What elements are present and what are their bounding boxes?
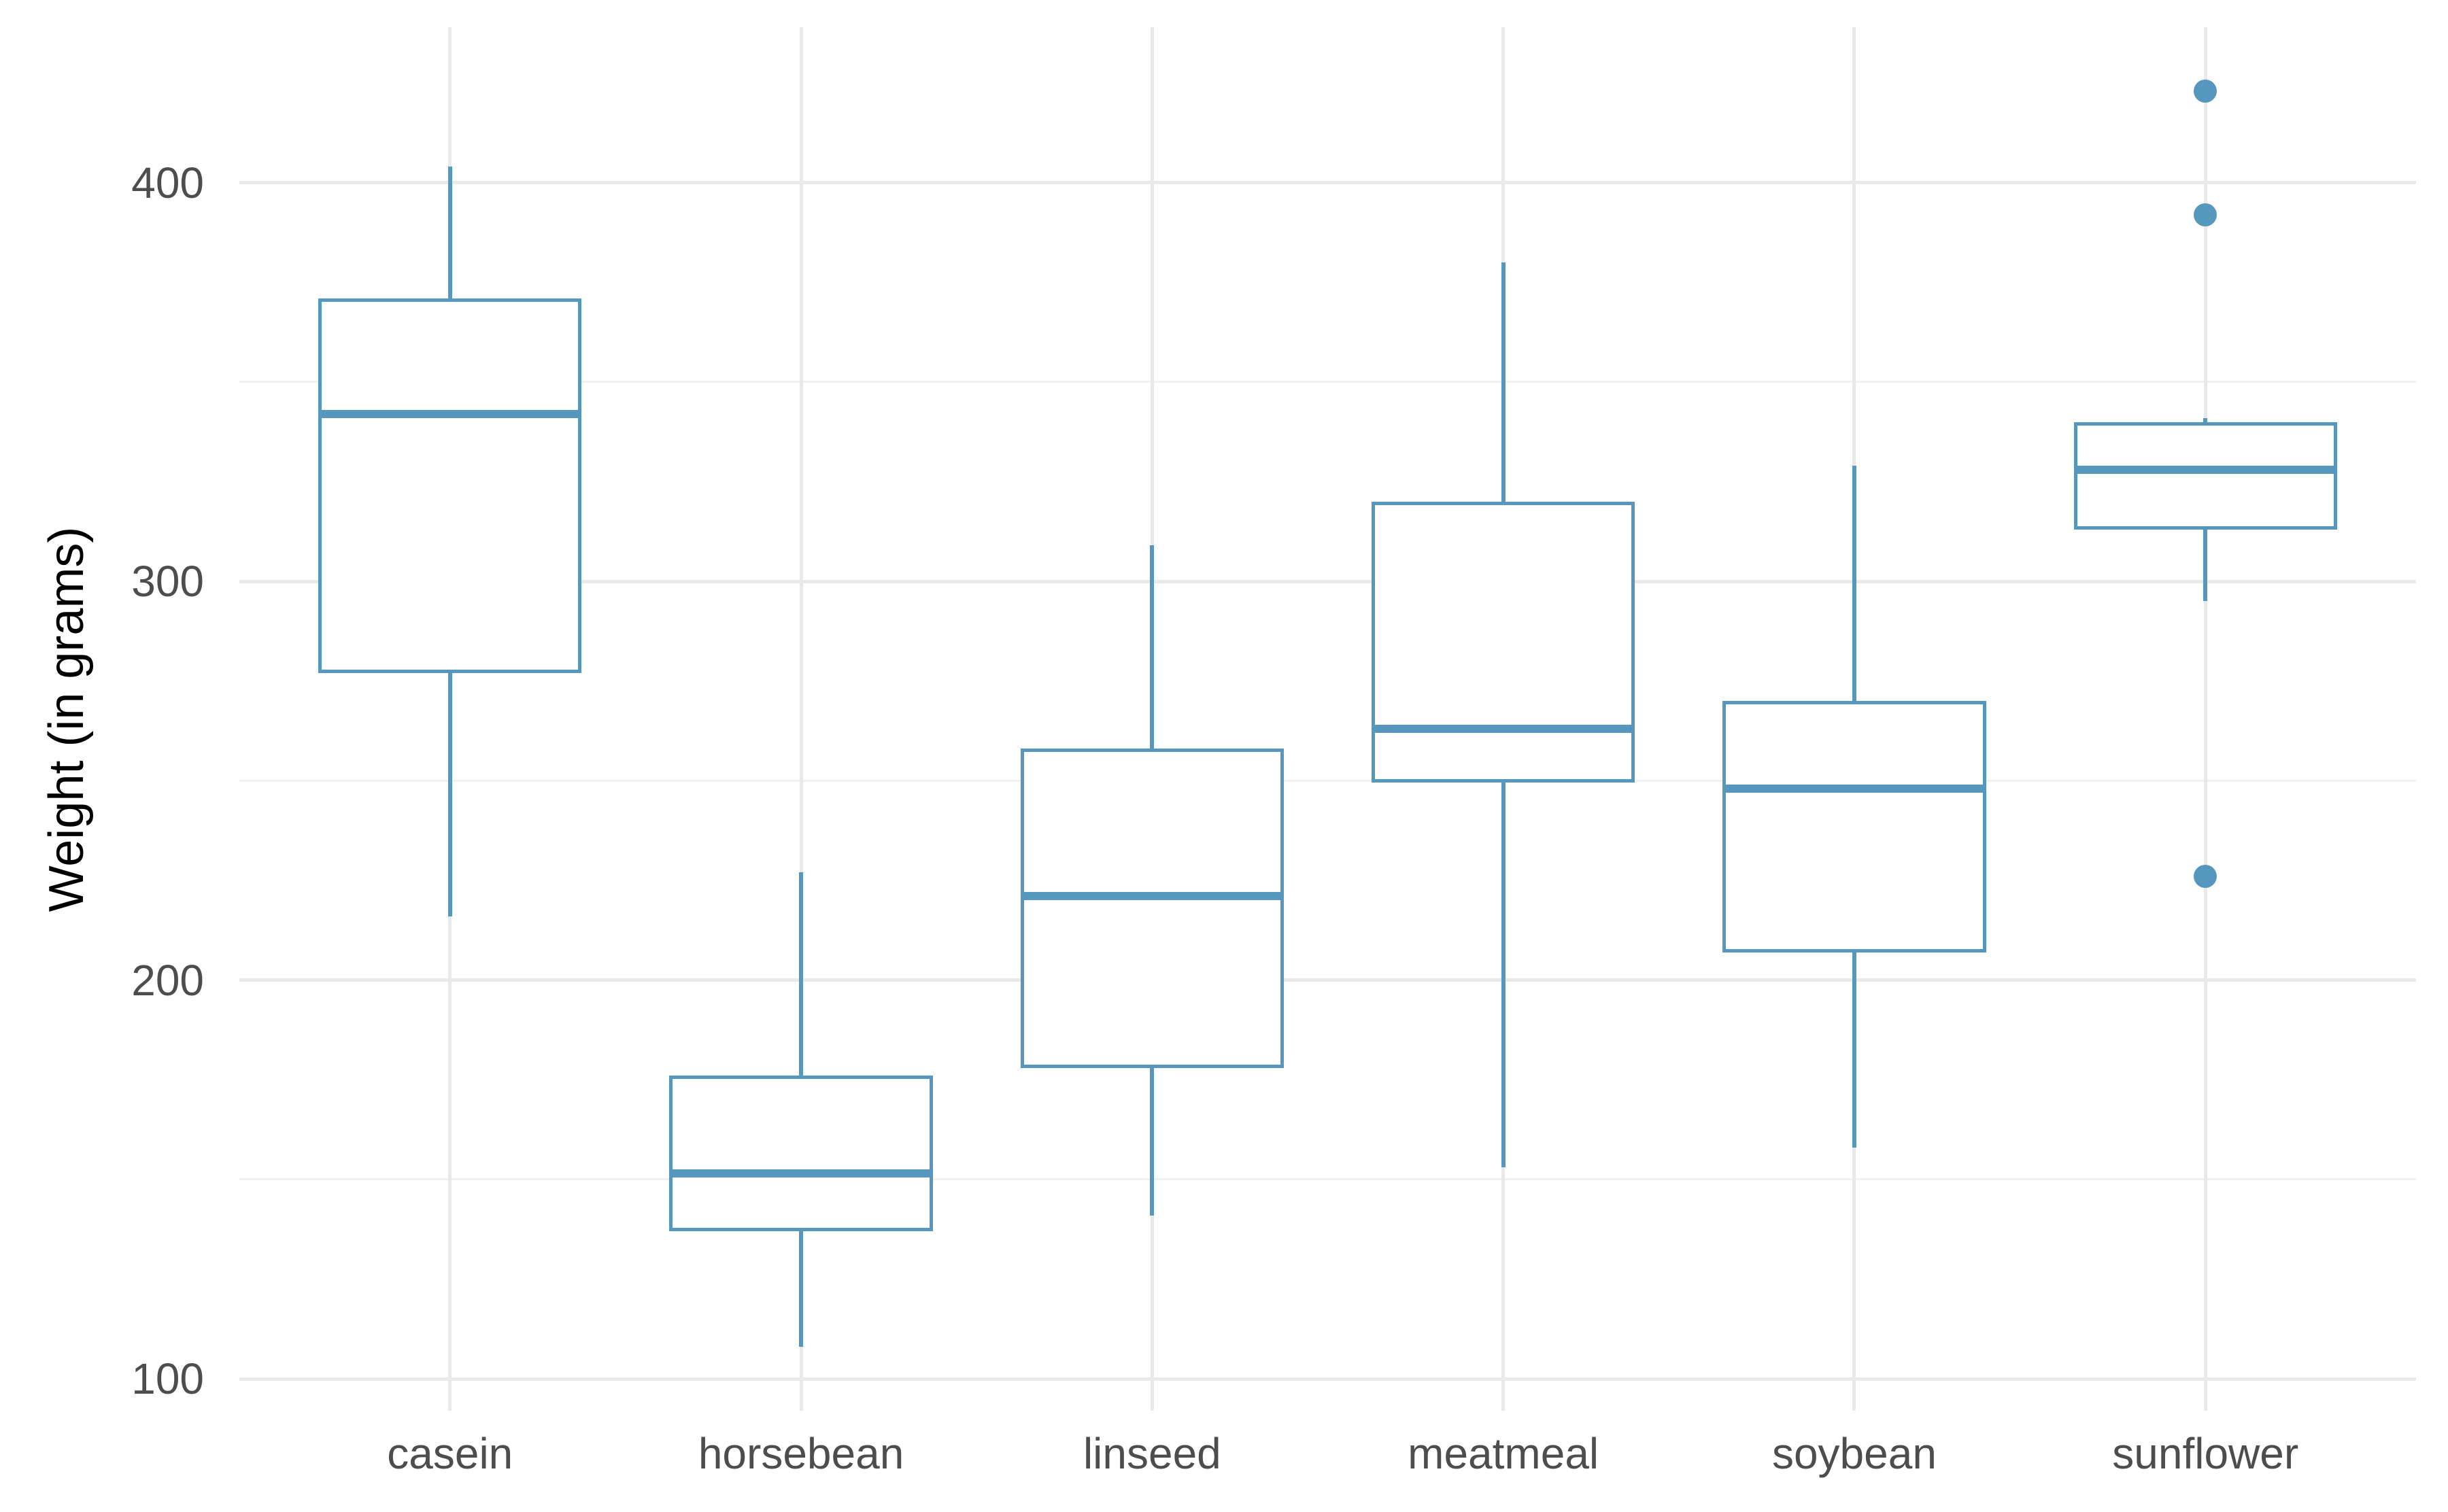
- x-tick-label-soybean: soybean: [1771, 1429, 1937, 1478]
- outlier-dot-sunflower-423: [2194, 79, 2217, 103]
- median-linseed: [1020, 892, 1284, 901]
- y-tick-label-100: 100: [131, 1354, 204, 1404]
- box-sunflower: [2073, 422, 2337, 530]
- median-casein: [318, 409, 582, 418]
- gridline-major-100: [239, 1377, 2416, 1381]
- median-horsebean: [669, 1169, 933, 1178]
- x-tick-label-meatmeal: meatmeal: [1408, 1429, 1599, 1478]
- box-meatmeal: [1372, 501, 1635, 783]
- whisker-lower-meatmeal: [1501, 783, 1506, 1168]
- y-tick-label-300: 300: [131, 557, 204, 606]
- gridline-minor-150: [239, 1178, 2416, 1181]
- whisker-lower-horsebean: [799, 1231, 804, 1347]
- gridline-vertical-sunflower: [2203, 27, 2207, 1411]
- y-tick-label-200: 200: [131, 955, 204, 1005]
- gridline-major-400: [239, 181, 2416, 185]
- y-axis-title: Weight (in grams): [39, 526, 94, 912]
- whisker-upper-soybean: [1852, 466, 1856, 702]
- box-soybean: [1722, 701, 1986, 952]
- box-horsebean: [669, 1076, 933, 1232]
- outlier-dot-sunflower-392: [2194, 203, 2217, 226]
- median-meatmeal: [1372, 725, 1635, 734]
- whisker-lower-casein: [447, 673, 452, 916]
- whisker-upper-linseed: [1150, 545, 1155, 749]
- outlier-dot-sunflower-226: [2194, 865, 2217, 889]
- whisker-lower-sunflower: [2203, 529, 2208, 602]
- gridline-major-300: [239, 579, 2416, 583]
- box-casein: [318, 298, 582, 674]
- x-tick-label-horsebean: horsebean: [698, 1429, 904, 1478]
- median-soybean: [1722, 785, 1986, 793]
- whisker-upper-horsebean: [799, 872, 804, 1076]
- whisker-lower-soybean: [1852, 952, 1856, 1148]
- whisker-upper-sunflower: [2203, 417, 2208, 422]
- whisker-upper-meatmeal: [1501, 262, 1506, 502]
- y-tick-label-400: 400: [131, 158, 204, 207]
- x-tick-label-linseed: linseed: [1083, 1429, 1221, 1478]
- gridline-minor-350: [239, 381, 2416, 383]
- x-tick-label-casein: casein: [387, 1429, 513, 1478]
- x-tick-label-sunflower: sunflower: [2112, 1429, 2299, 1478]
- whisker-upper-casein: [447, 167, 452, 298]
- gridline-minor-250: [239, 779, 2416, 782]
- box-linseed: [1020, 749, 1284, 1068]
- gridline-major-200: [239, 978, 2416, 982]
- whisker-lower-linseed: [1150, 1067, 1155, 1216]
- median-sunflower: [2073, 465, 2337, 474]
- gridline-vertical-horsebean: [799, 27, 803, 1411]
